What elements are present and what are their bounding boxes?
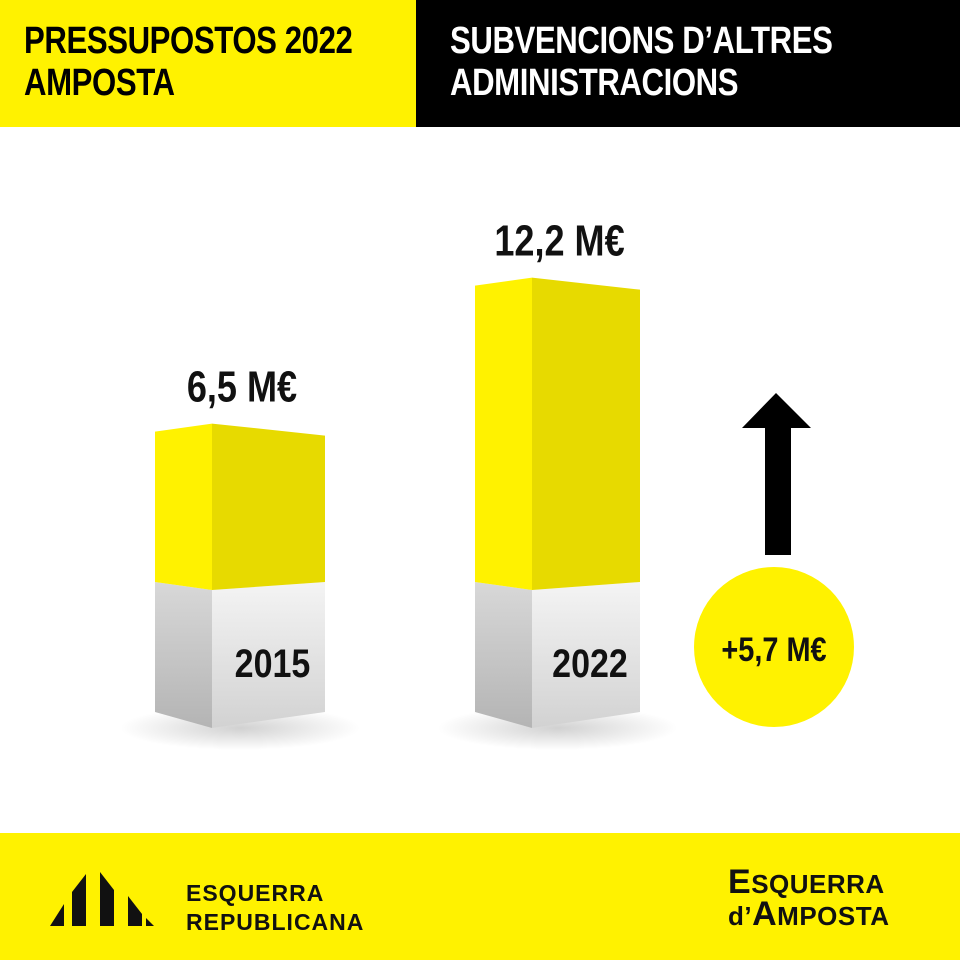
value-label: 12,2 M€ [494, 216, 624, 265]
increase-arrow-icon [742, 393, 811, 555]
erc-wordmark: ESQUERRA REPUBLICANA [186, 879, 364, 937]
category-label: 2022 [552, 640, 628, 685]
bar-base-side [475, 582, 532, 728]
header-right-title: SUBVENCIONS D’ALTRES ADMINISTRACIONS [450, 20, 833, 104]
header-subtitle-line: AMPOSTA [24, 62, 175, 104]
value-label: 6,5 M€ [187, 362, 297, 411]
bar-front-face [532, 277, 640, 590]
difference-label: +5,7 M€ [721, 630, 826, 669]
bar-base-front [212, 582, 325, 728]
erc-wordmark-line1: ESQUERRA [186, 880, 325, 906]
category-label: 2015 [235, 640, 311, 685]
eda-line1: ESQUERRA [728, 865, 889, 899]
footer-band: ESQUERRA REPUBLICANA ESQUERRA d’AMPOSTA [0, 833, 960, 960]
bar-base-side [155, 582, 212, 728]
eda-line2: d’AMPOSTA [728, 897, 890, 931]
eda-initial-e: E [728, 863, 752, 901]
header-right-panel [416, 0, 960, 127]
eda-line1-rest: SQUERRA [751, 869, 885, 899]
eda-line2-pre: d’ [728, 901, 753, 931]
bar-left-face [155, 423, 212, 590]
bar-front-face [212, 423, 325, 590]
eda-line2-rest: MPOSTA [777, 901, 890, 931]
header-left-panel: PRESSUPOSTOS 2022 AMPOSTA [0, 0, 416, 127]
eda-initial-a: A [752, 895, 778, 933]
header-left-title: PRESSUPOSTOS 2022 AMPOSTA [24, 20, 353, 104]
esquerra-amposta-logo: ESQUERRA d’AMPOSTA [728, 865, 890, 931]
header-right-line1: SUBVENCIONS D’ALTRES [450, 20, 833, 62]
erc-wordmark-line2: REPUBLICANA [186, 909, 365, 935]
erc-logo-icon [50, 872, 154, 926]
difference-badge [694, 567, 854, 727]
bar-chart: 2015 6,5 M€ 2022 12,2 M€ +5,7 M€ [120, 216, 854, 750]
header-title-line: PRESSUPOSTOS 2022 [24, 20, 353, 62]
bar-left-face [475, 277, 532, 590]
header-right-line2: ADMINISTRACIONS [450, 62, 739, 104]
bar-base-front [532, 582, 640, 728]
